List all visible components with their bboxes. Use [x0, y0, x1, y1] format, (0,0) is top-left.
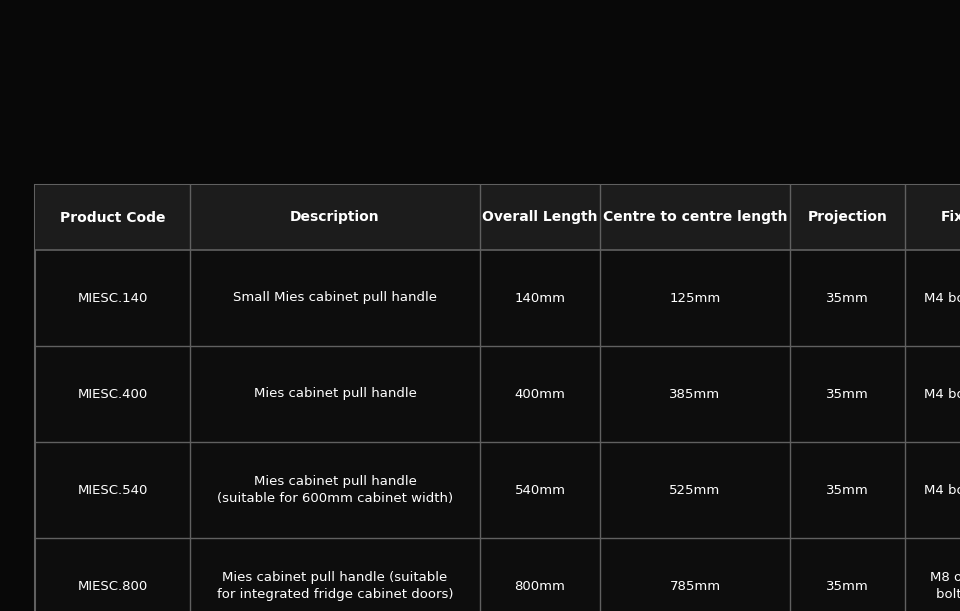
Text: Description: Description	[290, 211, 380, 224]
Text: 540mm: 540mm	[515, 483, 565, 497]
Text: M8 or M10
bolt thru: M8 or M10 bolt thru	[930, 571, 960, 601]
Text: 785mm: 785mm	[669, 579, 721, 593]
Text: 35mm: 35mm	[827, 579, 869, 593]
Text: 400mm: 400mm	[515, 387, 565, 400]
Text: Overall Length: Overall Length	[482, 211, 598, 224]
Text: MIESC.400: MIESC.400	[78, 387, 148, 400]
Text: Fixing: Fixing	[941, 211, 960, 224]
Bar	[35, 185, 960, 611]
Text: 385mm: 385mm	[669, 387, 721, 400]
Text: Centre to centre length: Centre to centre length	[603, 211, 787, 224]
Text: M4 bolt thru: M4 bolt thru	[924, 483, 960, 497]
Text: 800mm: 800mm	[515, 579, 565, 593]
Text: Mies cabinet pull handle: Mies cabinet pull handle	[253, 387, 417, 400]
Text: Product Code: Product Code	[60, 211, 165, 224]
Text: MIESC.540: MIESC.540	[78, 483, 148, 497]
Text: 35mm: 35mm	[827, 387, 869, 400]
Text: 35mm: 35mm	[827, 291, 869, 304]
Text: 525mm: 525mm	[669, 483, 721, 497]
Text: M4 bolt thru: M4 bolt thru	[924, 387, 960, 400]
Text: MIESC.800: MIESC.800	[78, 579, 148, 593]
Text: Mies cabinet pull handle (suitable
for integrated fridge cabinet doors): Mies cabinet pull handle (suitable for i…	[217, 571, 453, 601]
Text: 35mm: 35mm	[827, 483, 869, 497]
Text: M4 bolt thru: M4 bolt thru	[924, 291, 960, 304]
Bar	[35, 185, 960, 250]
Text: Projection: Projection	[807, 211, 887, 224]
Text: MIESC.140: MIESC.140	[78, 291, 148, 304]
Text: Small Mies cabinet pull handle: Small Mies cabinet pull handle	[233, 291, 437, 304]
Text: 140mm: 140mm	[515, 291, 565, 304]
Text: 125mm: 125mm	[669, 291, 721, 304]
Text: Mies cabinet pull handle
(suitable for 600mm cabinet width): Mies cabinet pull handle (suitable for 6…	[217, 475, 453, 505]
